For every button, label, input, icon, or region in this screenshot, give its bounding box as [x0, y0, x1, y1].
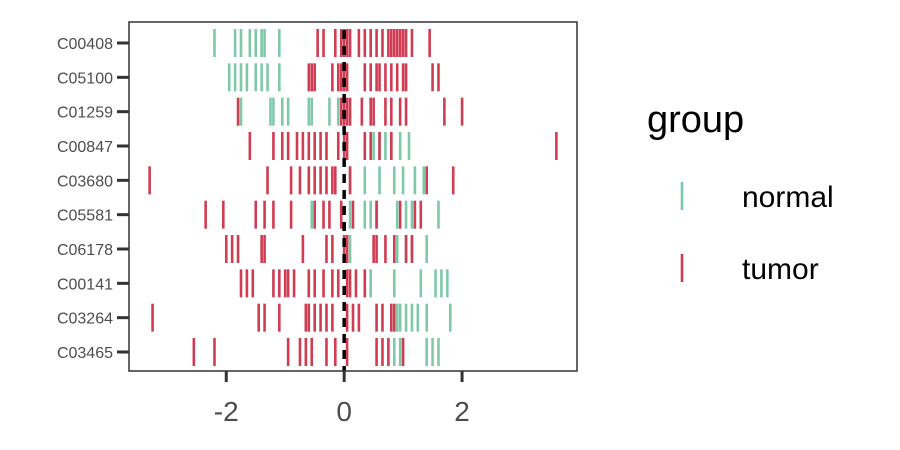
y-tick-label: C00408 [57, 36, 113, 53]
y-tick-label: C05100 [57, 70, 113, 87]
x-axis: -2 0 2 [214, 371, 470, 427]
panel-border [128, 21, 578, 372]
y-tick-label: C00847 [57, 139, 113, 156]
x-tick-label: -2 [214, 396, 239, 427]
series-tumor [148, 29, 558, 366]
y-tick-label: C01259 [57, 105, 113, 122]
x-tick-label: 2 [454, 396, 470, 427]
y-tick-label: C03465 [57, 345, 113, 362]
series-normal [213, 29, 452, 366]
y-tick-label: C00141 [57, 276, 113, 293]
legend: group normal tumor [647, 99, 834, 286]
marks-layer [148, 29, 558, 366]
legend-label-tumor: tumor [742, 253, 819, 286]
y-tick-label: C05581 [57, 208, 113, 225]
y-axis: C00408 C05100 C01259 C00847 C03680 C05581 C061… [57, 36, 129, 362]
legend-title: group [647, 99, 744, 141]
y-tick-label: C03680 [57, 173, 113, 190]
y-tick-label: C06178 [57, 242, 113, 259]
y-tick-label: C03264 [57, 311, 113, 328]
legend-label-normal: normal [742, 181, 834, 214]
x-tick-label: 0 [336, 396, 352, 427]
